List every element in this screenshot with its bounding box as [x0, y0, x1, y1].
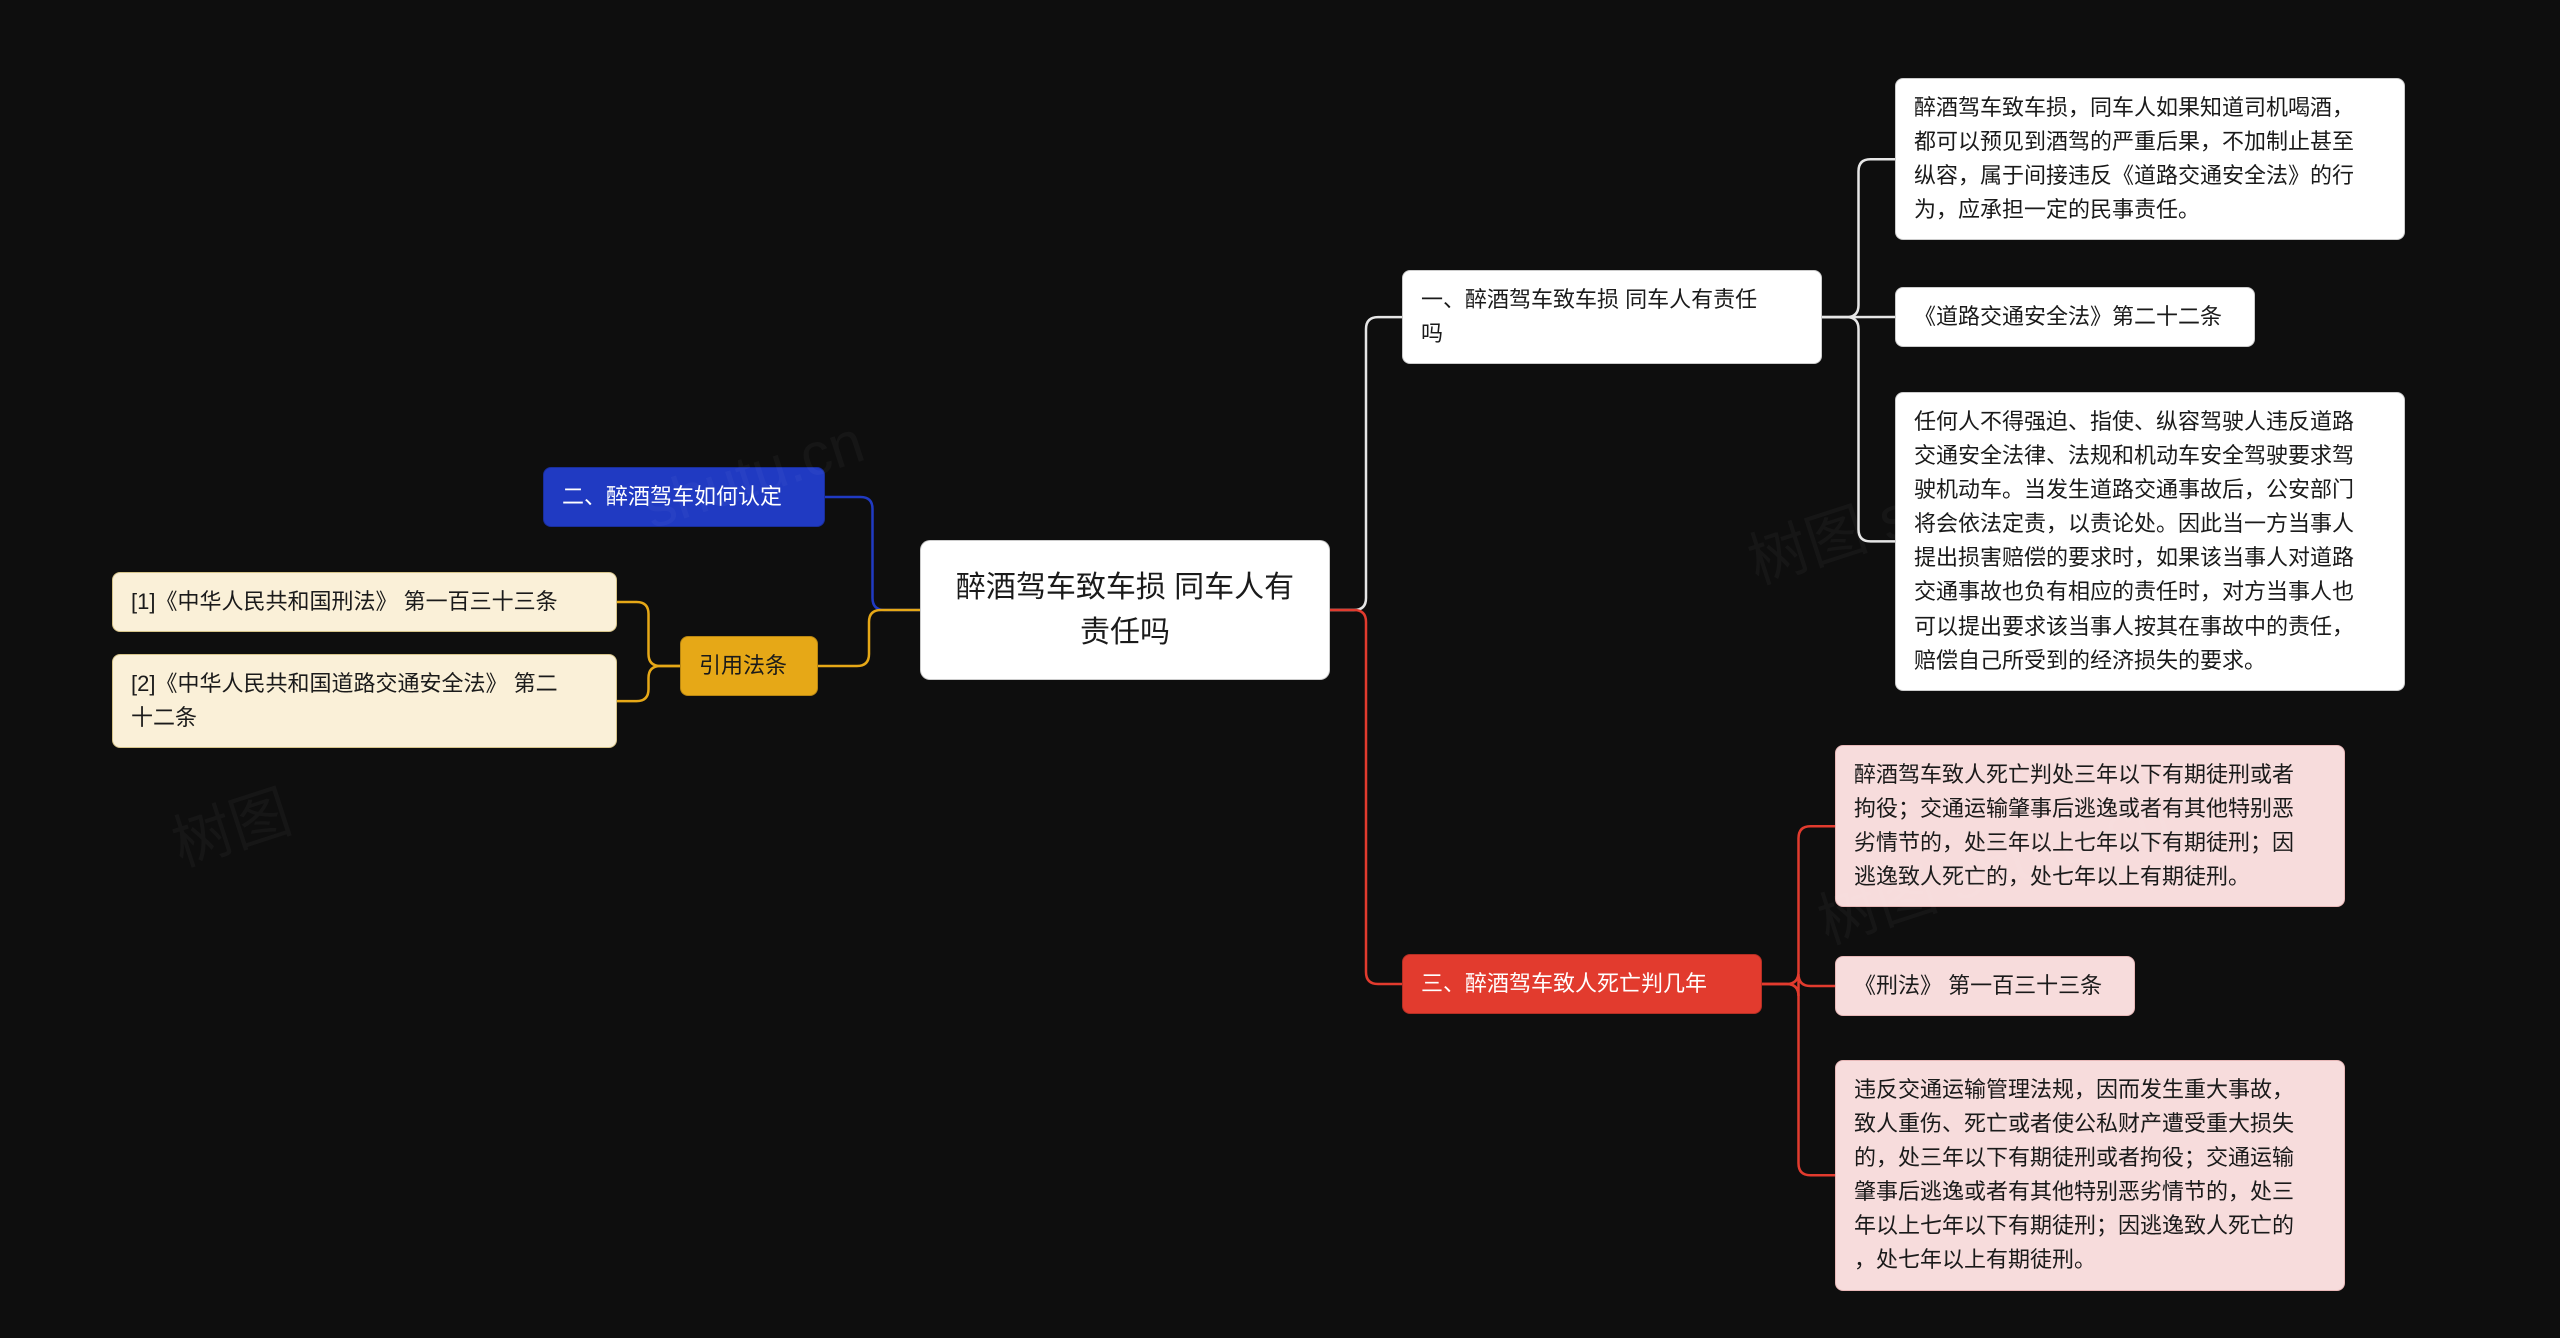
watermark: 树图 — [159, 764, 300, 884]
branch-1-leaf-2: 《道路交通安全法》第二十二条 — [1895, 287, 2255, 347]
root-node: 醉酒驾车致车损 同车人有责任吗 — [920, 540, 1330, 680]
branch-cited-laws: 引用法条 — [680, 636, 818, 696]
branch-1-leaf-1: 醉酒驾车致车损，同车人如果知道司机喝酒，都可以预见到酒驾的严重后果，不加制止甚至… — [1895, 78, 2405, 240]
branch-1-passenger-liability: 一、醉酒驾车致车损 同车人有责任吗 — [1402, 270, 1822, 364]
branch-2-how-identify: 二、醉酒驾车如何认定 — [543, 467, 825, 527]
branch-3-leaf-1: 醉酒驾车致人死亡判处三年以下有期徒刑或者拘役；交通运输肇事后逃逸或者有其他特别恶… — [1835, 745, 2345, 907]
branch-3-leaf-2: 《刑法》 第一百三十三条 — [1835, 956, 2135, 1016]
branch-1-leaf-3: 任何人不得强迫、指使、纵容驾驶人违反道路交通安全法律、法规和机动车安全驾驶要求驾… — [1895, 392, 2405, 691]
branch-3-leaf-3: 违反交通运输管理法规，因而发生重大事故，致人重伤、死亡或者使公私财产遭受重大损失… — [1835, 1060, 2345, 1291]
cited-law-1: [1]《中华人民共和国刑法》 第一百三十三条 — [112, 572, 617, 632]
branch-3-death-sentence: 三、醉酒驾车致人死亡判几年 — [1402, 954, 1762, 1014]
cited-law-2: [2]《中华人民共和国道路交通安全法》 第二十二条 — [112, 654, 617, 748]
